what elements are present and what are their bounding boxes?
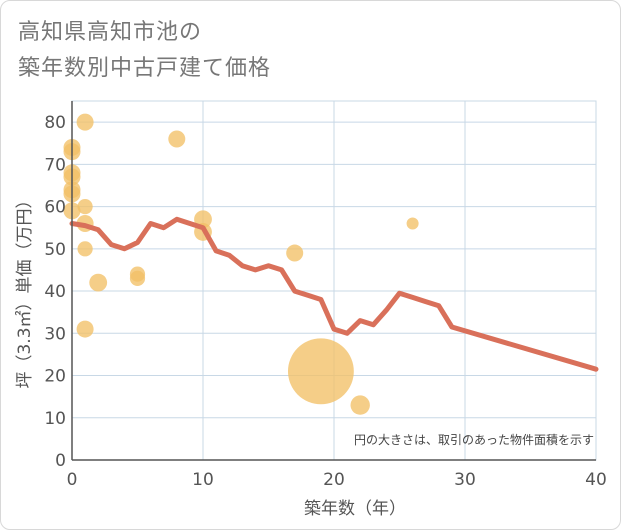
data-point: [406, 217, 419, 230]
y-axis-label: 坪（3.3㎡）単価（万円）: [15, 191, 35, 388]
size-legend-note: 円の大きさは、取引のあった物件面積を示す: [354, 432, 594, 447]
y-tick-label: 50: [44, 240, 66, 260]
grid-lines: [71, 100, 597, 461]
x-axis-label: 築年数（年）: [304, 499, 406, 519]
chart-title-line2: 築年数別中古戸建て価格: [18, 56, 272, 81]
data-point: [89, 273, 108, 292]
data-point: [77, 198, 93, 215]
data-points: [63, 113, 419, 415]
y-tick-label: 80: [44, 113, 66, 133]
data-point: [286, 244, 304, 262]
y-tick-label: 70: [44, 155, 66, 175]
trend-line: [69, 216, 599, 372]
y-tick-label: 60: [44, 198, 66, 218]
x-tick-label: 40: [585, 470, 607, 490]
data-point: [350, 395, 370, 415]
y-tick-label: 30: [44, 324, 66, 344]
data-point: [129, 270, 146, 286]
y-tick-label: 20: [44, 367, 66, 387]
x-tick-label: 20: [323, 470, 345, 490]
data-point: [287, 338, 354, 405]
chart-title-line1: 高知県高知市池の: [18, 20, 203, 45]
data-point: [76, 113, 94, 131]
data-point: [76, 320, 94, 338]
x-tick-label: 0: [67, 470, 78, 490]
y-tick-label: 10: [44, 409, 66, 429]
data-point: [77, 241, 93, 257]
y-tick-label: 0: [55, 451, 66, 471]
chart-title: 高知県高知市池の 築年数別中古戸建て価格: [18, 15, 271, 87]
axis-ticks: 0 10 20 30 40 0 10 20 30 40 50 60 70 80: [44, 101, 607, 490]
x-tick-label: 10: [192, 470, 214, 490]
y-tick-label: 40: [44, 282, 66, 302]
data-point: [168, 130, 186, 148]
x-tick-label: 30: [454, 470, 476, 490]
